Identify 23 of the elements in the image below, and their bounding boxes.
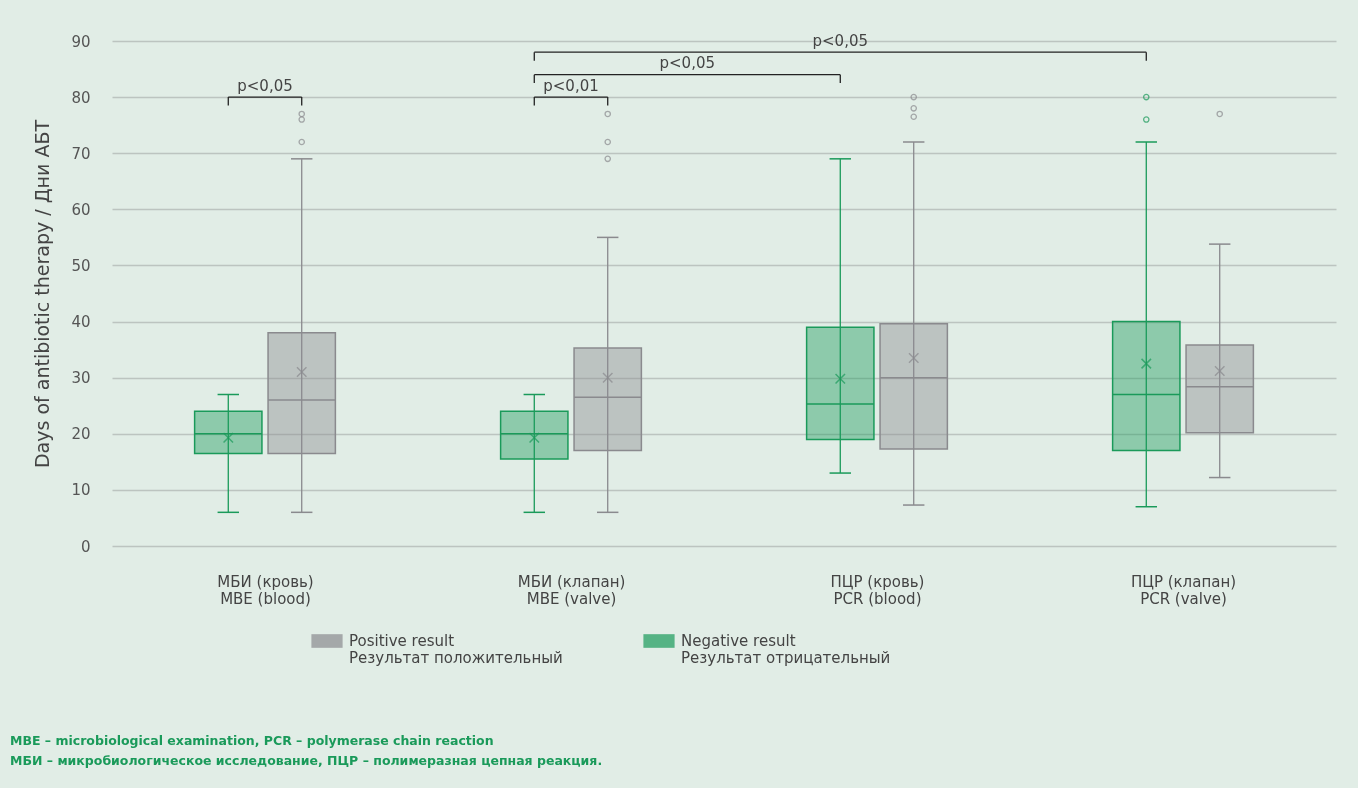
annotation: p<0,01 [543, 76, 599, 95]
y-tick-label: 60 [71, 200, 91, 219]
text: МБИ – микробиологическое исследование, ПЦР – полимеразная цепная реакция. [10, 753, 603, 768]
annotation: p<0,05 [237, 76, 293, 95]
annotation: p<0,05 [659, 54, 716, 73]
y-tick-label: 40 [71, 313, 91, 332]
x-tick-label: МБИ (кровь) MBE (blood) [217, 572, 314, 608]
y-axis-title: Days of antibiotic therapy / Дни АБТ [31, 119, 54, 469]
y-tick-label: 30 [71, 369, 91, 388]
y-tick-label: 90 [71, 32, 91, 51]
y-tick-label: 20 [71, 425, 91, 444]
y-tick-label: 10 [71, 481, 91, 500]
x-tick-label: МБИ (клапан) MBE (valve) [517, 572, 626, 608]
y-tick-label: 70 [71, 144, 91, 163]
legend-label: Negative result Результат отрицательный [681, 632, 891, 667]
text: MBE – microbiological examination, PCR – polymerase chain reaction [10, 733, 494, 748]
y-tick-label: 50 [71, 256, 91, 275]
x-tick-label: ПЦР (кровь) PCR (blood) [830, 572, 925, 608]
y-tick-label: 80 [71, 88, 91, 107]
y-tick-label: 0 [80, 537, 91, 556]
x-tick-label: ПЦР (клапан) PCR (valve) [1130, 572, 1237, 608]
legend-label: Positive result Результат положительный [349, 632, 563, 667]
annotation: p<0,05 [812, 31, 869, 50]
